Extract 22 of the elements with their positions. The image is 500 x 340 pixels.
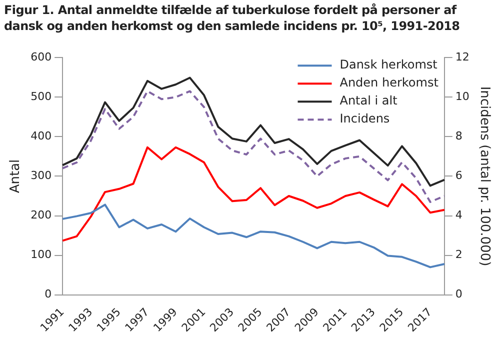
y2-axis-title: Incidens (antal pr. 100.000) (476, 86, 492, 266)
y-tick-label: 0 (44, 288, 52, 301)
legend-label: Antal i alt (340, 94, 398, 108)
y2-tick-label: 12 (455, 50, 470, 64)
y-tick-label: 400 (30, 130, 52, 143)
y-tick-label: 500 (30, 90, 52, 104)
y2-tick-label: 6 (455, 169, 462, 182)
legend-label: Incidens (340, 112, 390, 126)
legend-label: Dansk herkomst (340, 58, 438, 72)
y-axis-title: Antal (8, 159, 24, 194)
y-tick-label: 100 (30, 248, 52, 262)
y-tick-label: 200 (30, 208, 52, 222)
chart-title: Figur 1. Antal anmeldte tilfælde af tuberkulose fordelt på personer af dansk og anden herkomst og den samlede incidens pr. 10⁵, 1991-2018 (4, 2, 461, 34)
y2-tick-label: 0 (455, 288, 462, 301)
y2-tick-label: 2 (455, 248, 462, 262)
y-tick-label: 300 (30, 169, 52, 182)
y2-tick-label: 8 (455, 130, 462, 143)
y2-tick-label: 4 (455, 208, 462, 222)
line-series (62, 90, 446, 203)
y2-tick-label: 10 (455, 90, 470, 104)
legend-label: Anden herkomst (340, 76, 439, 90)
y-tick-label: 600 (30, 50, 52, 64)
